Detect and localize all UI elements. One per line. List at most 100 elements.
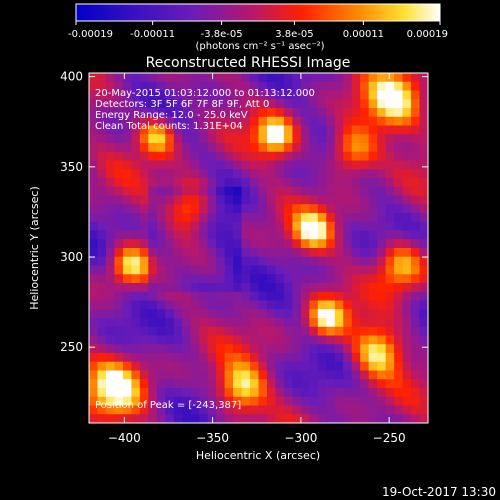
heatmap-cell (360, 143, 370, 153)
heatmap-cell (216, 221, 226, 231)
heatmap-cell (156, 125, 166, 135)
heatmap-cell (139, 326, 149, 336)
heatmap-cell (250, 405, 259, 415)
heatmap-cell (148, 300, 158, 310)
heatmap-cell (402, 221, 412, 231)
heatmap-cell (258, 291, 268, 301)
heatmap-cell (402, 274, 412, 284)
heatmap-cell (419, 353, 429, 363)
heatmap-cell (114, 99, 124, 109)
heatmap-cell (292, 300, 302, 310)
heatmap-cell (233, 414, 242, 424)
heatmap-cell (258, 204, 268, 214)
heatmap-cell (105, 335, 115, 345)
heatmap-cell (368, 335, 378, 345)
x-axis-label: Heliocentric X (arcsec) (196, 449, 320, 462)
heatmap-cell (114, 248, 124, 258)
heatmap-cell (317, 125, 327, 135)
heatmap-cell (173, 370, 183, 380)
heatmap-cell (351, 178, 361, 188)
heatmap-cell (394, 361, 403, 371)
heatmap-cell (139, 396, 149, 406)
heatmap-cell (224, 195, 234, 205)
heatmap-cell (258, 414, 268, 424)
heatmap-cell (122, 186, 132, 196)
heatmap-cell (419, 309, 429, 319)
heatmap-cell (402, 178, 412, 188)
heatmap-cell (292, 73, 302, 83)
heatmap-cell (411, 73, 420, 83)
heatmap-cell (300, 300, 310, 310)
heatmap-cell (419, 370, 429, 380)
heatmap-cell (385, 178, 395, 188)
heatmap-cell (173, 169, 183, 179)
heatmap-cell (165, 169, 175, 179)
heatmap-cell (241, 99, 251, 109)
heatmap-cell (402, 248, 412, 258)
heatmap-cell (190, 274, 200, 284)
heatmap-cell (343, 169, 353, 179)
heatmap-cell (97, 204, 107, 214)
heatmap-cell (105, 370, 115, 380)
x-axis: −400 −350 −300 −250 (108, 73, 406, 445)
colorbar-tick-label: 3.8e-05 (275, 29, 313, 40)
heatmap-cell (275, 405, 285, 415)
heatmap-cell (131, 108, 141, 118)
heatmap-cell (300, 99, 310, 109)
colorbar-units: (photons cm⁻² s⁻¹ asec⁻²) (195, 41, 324, 52)
heatmap-cell (385, 326, 395, 336)
heatmap-cell (122, 195, 132, 205)
heatmap-cell (139, 361, 149, 371)
heatmap-cell (334, 300, 344, 310)
heatmap-cell (165, 291, 175, 301)
heatmap-cell (385, 160, 395, 170)
heatmap-cell (377, 160, 387, 170)
heatmap-cell (402, 379, 412, 389)
heatmap-cell (419, 256, 429, 266)
heatmap-cell (411, 186, 420, 196)
heatmap-cell (250, 178, 259, 188)
heatmap-cell (165, 361, 175, 371)
heatmap-cell (148, 388, 158, 398)
heatmap-cell (122, 344, 132, 354)
heatmap-cell (199, 178, 209, 188)
heatmap-cell (199, 309, 209, 319)
heatmap-cell (89, 283, 98, 293)
heatmap-cell (394, 309, 403, 319)
heatmap-cell (402, 169, 412, 179)
heatmap-cell (173, 160, 183, 170)
heatmap-cell (182, 125, 192, 135)
heatmap-cell (258, 99, 268, 109)
heatmap-cell (241, 248, 251, 258)
heatmap-cell (250, 396, 259, 406)
heatmap-cell (241, 353, 251, 363)
heatmap-cell (165, 256, 175, 266)
heatmap-cell (105, 256, 115, 266)
heatmap-cell (317, 405, 327, 415)
heatmap-cell (258, 108, 268, 118)
heatmap-cell (165, 230, 175, 240)
heatmap-cell (360, 361, 370, 371)
heatmap-cell (351, 151, 361, 161)
heatmap-cell (334, 230, 344, 240)
heatmap-cell (334, 151, 344, 161)
heatmap-cell (207, 291, 217, 301)
heatmap-cell (402, 239, 412, 249)
heatmap-cell (216, 116, 226, 126)
heatmap-cell (89, 239, 98, 249)
heatmap-cell (394, 405, 403, 415)
heatmap-cell (233, 326, 242, 336)
heatmap-cell (275, 361, 285, 371)
heatmap-cell (394, 379, 403, 389)
heatmap-cell (368, 160, 378, 170)
heatmap-cell (182, 81, 192, 91)
heatmap-cell (148, 239, 158, 249)
heatmap-cell (419, 388, 429, 398)
heatmap-cell (343, 81, 353, 91)
heatmap-cell (114, 256, 124, 266)
heatmap-cell (266, 414, 276, 424)
heatmap-cell (258, 353, 268, 363)
heatmap-cell (283, 318, 293, 328)
heatmap-cell (199, 405, 209, 415)
heatmap-cell (97, 405, 107, 415)
